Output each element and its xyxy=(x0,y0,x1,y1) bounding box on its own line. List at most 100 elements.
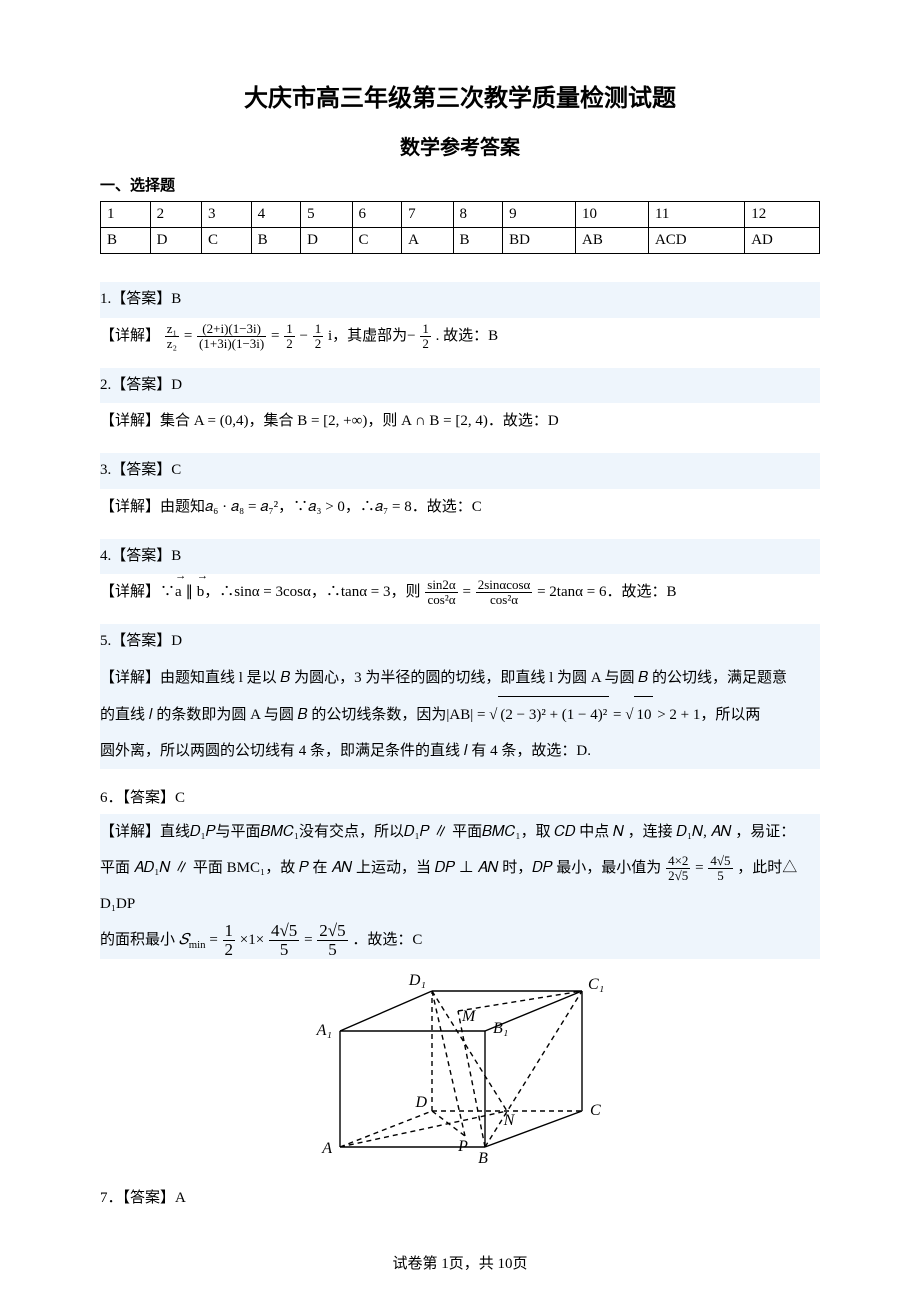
fraction: (2+i)(1−3i)(1+3i)(1−3i) xyxy=(197,322,266,350)
answer-head: 5.【答案】D xyxy=(100,624,820,660)
denominator: 2 xyxy=(313,337,324,351)
equals: = xyxy=(271,328,283,344)
denominator: cos²α xyxy=(425,593,457,607)
table-cell: 9 xyxy=(503,202,576,228)
text-run: = 2tanα = 6．故选：B xyxy=(537,584,676,600)
numerator: 4√5 xyxy=(708,854,732,869)
numerator: 1 xyxy=(223,922,236,941)
question-7: 7．【答案】A xyxy=(100,1183,820,1215)
answer-detail-line: 【详解】由题知直线 l 是以 𝐵 为圆心，3 为半径的圆的切线，即直线 l 为圆… xyxy=(100,660,820,696)
fraction: 4√55 xyxy=(269,922,299,959)
table-cell: AB xyxy=(576,228,649,254)
answer-detail-line: 【详解】直线𝐷₁𝑃与平面𝐵𝑀𝐶₁没有交点，所以𝐷₁𝑃 ∥ 平面𝐵𝑀𝐶₁，取 𝐶𝐷… xyxy=(100,814,820,850)
table-row: 1 2 3 4 5 6 7 8 9 10 11 12 xyxy=(101,202,820,228)
table-cell: B xyxy=(101,228,151,254)
numerator: 4×2 xyxy=(666,854,690,869)
table-cell: 8 xyxy=(453,202,503,228)
text-run: . 故选：B xyxy=(436,328,499,344)
question-5: 5.【答案】D 【详解】由题知直线 l 是以 𝐵 为圆心，3 为半径的圆的切线，… xyxy=(100,624,820,769)
table-cell: 4 xyxy=(251,202,301,228)
question-4: 4.【答案】B 【详解】∵a ∥ b，∴sinα = 3cosα，∴tanα =… xyxy=(100,539,820,611)
vector-b: b xyxy=(197,574,205,610)
numerator: 2sinαcosα xyxy=(476,578,533,593)
page-title: 大庆市高三年级第三次教学质量检测试题 xyxy=(100,78,820,113)
answer-detail-line: 的面积最小 𝑆min = 12 ×1× 4√55 = 2√55 ．故选：C xyxy=(100,922,820,959)
vector-a: a xyxy=(175,574,182,610)
fraction: 12 xyxy=(284,322,295,350)
numerator: 2√5 xyxy=(317,922,347,941)
table-cell: BD xyxy=(503,228,576,254)
subscript: min xyxy=(189,939,206,951)
answer-detail: 【详解】∵a ∥ b，∴sinα = 3cosα，∴tanα = 3，则 sin… xyxy=(100,574,820,610)
equals: = xyxy=(209,932,221,948)
table-cell: D xyxy=(301,228,352,254)
table-cell: 10 xyxy=(576,202,649,228)
fraction: z₁z₂ xyxy=(165,322,179,350)
svg-text:D₁: D₁ xyxy=(408,972,426,989)
answer-head: 1.【答案】B xyxy=(100,282,820,318)
svg-text:D: D xyxy=(414,1094,427,1111)
table-cell: C xyxy=(201,228,251,254)
table-cell: B xyxy=(453,228,503,254)
table-cell: 12 xyxy=(745,202,820,228)
svg-text:C₁: C₁ xyxy=(588,976,604,993)
denominator: z₂ xyxy=(165,337,179,351)
table-cell: 1 xyxy=(101,202,151,228)
denominator: 5 xyxy=(708,869,732,883)
fraction: 4√55 xyxy=(708,854,732,882)
answer-detail: 【详解】集合 A = (0,4)，集合 B = [2, +∞)，则 A ∩ B … xyxy=(100,403,820,439)
equals: = xyxy=(184,328,196,344)
fraction: 12 xyxy=(420,322,431,350)
svg-text:M: M xyxy=(461,1008,477,1025)
svg-text:N: N xyxy=(503,1112,516,1129)
page-subtitle: 数学参考答案 xyxy=(100,131,820,160)
question-3: 3.【答案】C 【详解】由题知𝑎₆ · 𝑎₈ = 𝑎₇²，∵𝑎₃ > 0，∴𝑎₇… xyxy=(100,453,820,525)
question-2: 2.【答案】D 【详解】集合 A = (0,4)，集合 B = [2, +∞)，… xyxy=(100,368,820,440)
denominator: 5 xyxy=(317,941,347,959)
numerator: 1 xyxy=(313,322,324,337)
table-cell: 2 xyxy=(150,202,201,228)
table-cell: D xyxy=(150,228,201,254)
s-var: 𝑆 xyxy=(179,932,189,948)
answer-head: 6．【答案】C xyxy=(100,783,820,815)
text-run: 平面 𝐴𝐷₁𝑁 ∥ 平面 BMC₁，故 𝑃 在 𝐴𝑁 上运动，当 𝐷𝑃 ⊥ 𝐴𝑁… xyxy=(100,860,661,876)
detail-prefix: 【详解】 xyxy=(100,328,160,344)
sqrt-content: (2 − 3)² + (1 − 4)² xyxy=(498,696,609,733)
table-cell: 5 xyxy=(301,202,352,228)
table-cell: 6 xyxy=(352,202,402,228)
numerator: 1 xyxy=(284,322,295,337)
cube-diagram: D₁C₁A₁B₁DCABMNP xyxy=(310,969,610,1169)
svg-text:B: B xyxy=(478,1150,488,1167)
table-cell: 11 xyxy=(648,202,744,228)
table-cell: ACD xyxy=(648,228,744,254)
text-run: ×1× xyxy=(240,932,264,948)
answer-detail-line: 圆外离，所以两圆的公切线有 4 条，即满足条件的直线 𝑙 有 4 条，故选：D. xyxy=(100,733,820,769)
table-cell: A xyxy=(402,228,453,254)
answer-head: 4.【答案】B xyxy=(100,539,820,575)
fraction: sin2αcos²α xyxy=(425,578,457,606)
fraction: 4×22√5 xyxy=(666,854,690,882)
numerator: z₁ xyxy=(165,322,179,337)
svg-text:B₁: B₁ xyxy=(493,1020,508,1037)
minus: − xyxy=(299,328,311,344)
svg-text:C: C xyxy=(590,1102,601,1119)
denominator: 2 xyxy=(223,941,236,959)
text-run: ，∴sinα = 3cosα，∴tanα = 3，则 xyxy=(204,584,420,600)
answer-head: 2.【答案】D xyxy=(100,368,820,404)
denominator: (1+3i)(1−3i) xyxy=(197,337,266,351)
denominator: 5 xyxy=(269,941,299,959)
denominator: 2 xyxy=(284,337,295,351)
sqrt-symbol: √ xyxy=(625,707,633,723)
numerator: 1 xyxy=(420,322,431,337)
fraction: 2√55 xyxy=(317,922,347,959)
fraction: 12 xyxy=(223,922,236,959)
svg-text:A: A xyxy=(321,1140,332,1157)
table-cell: AD xyxy=(745,228,820,254)
denominator: 2√5 xyxy=(666,869,690,883)
answer-detail: 【详解】由题知𝑎₆ · 𝑎₈ = 𝑎₇²，∵𝑎₃ > 0，∴𝑎₇ = 8．故选：… xyxy=(100,489,820,525)
answer-detail-line: 的直线 𝑙 的条数即为圆 A 与圆 𝐵 的公切线条数，因为|AB| = √(2 … xyxy=(100,696,820,733)
table-cell: C xyxy=(352,228,402,254)
sqrt-content: 10 xyxy=(634,696,653,733)
question-1: 1.【答案】B 【详解】 z₁z₂ = (2+i)(1−3i)(1+3i)(1−… xyxy=(100,282,820,354)
numerator: (2+i)(1−3i) xyxy=(197,322,266,337)
